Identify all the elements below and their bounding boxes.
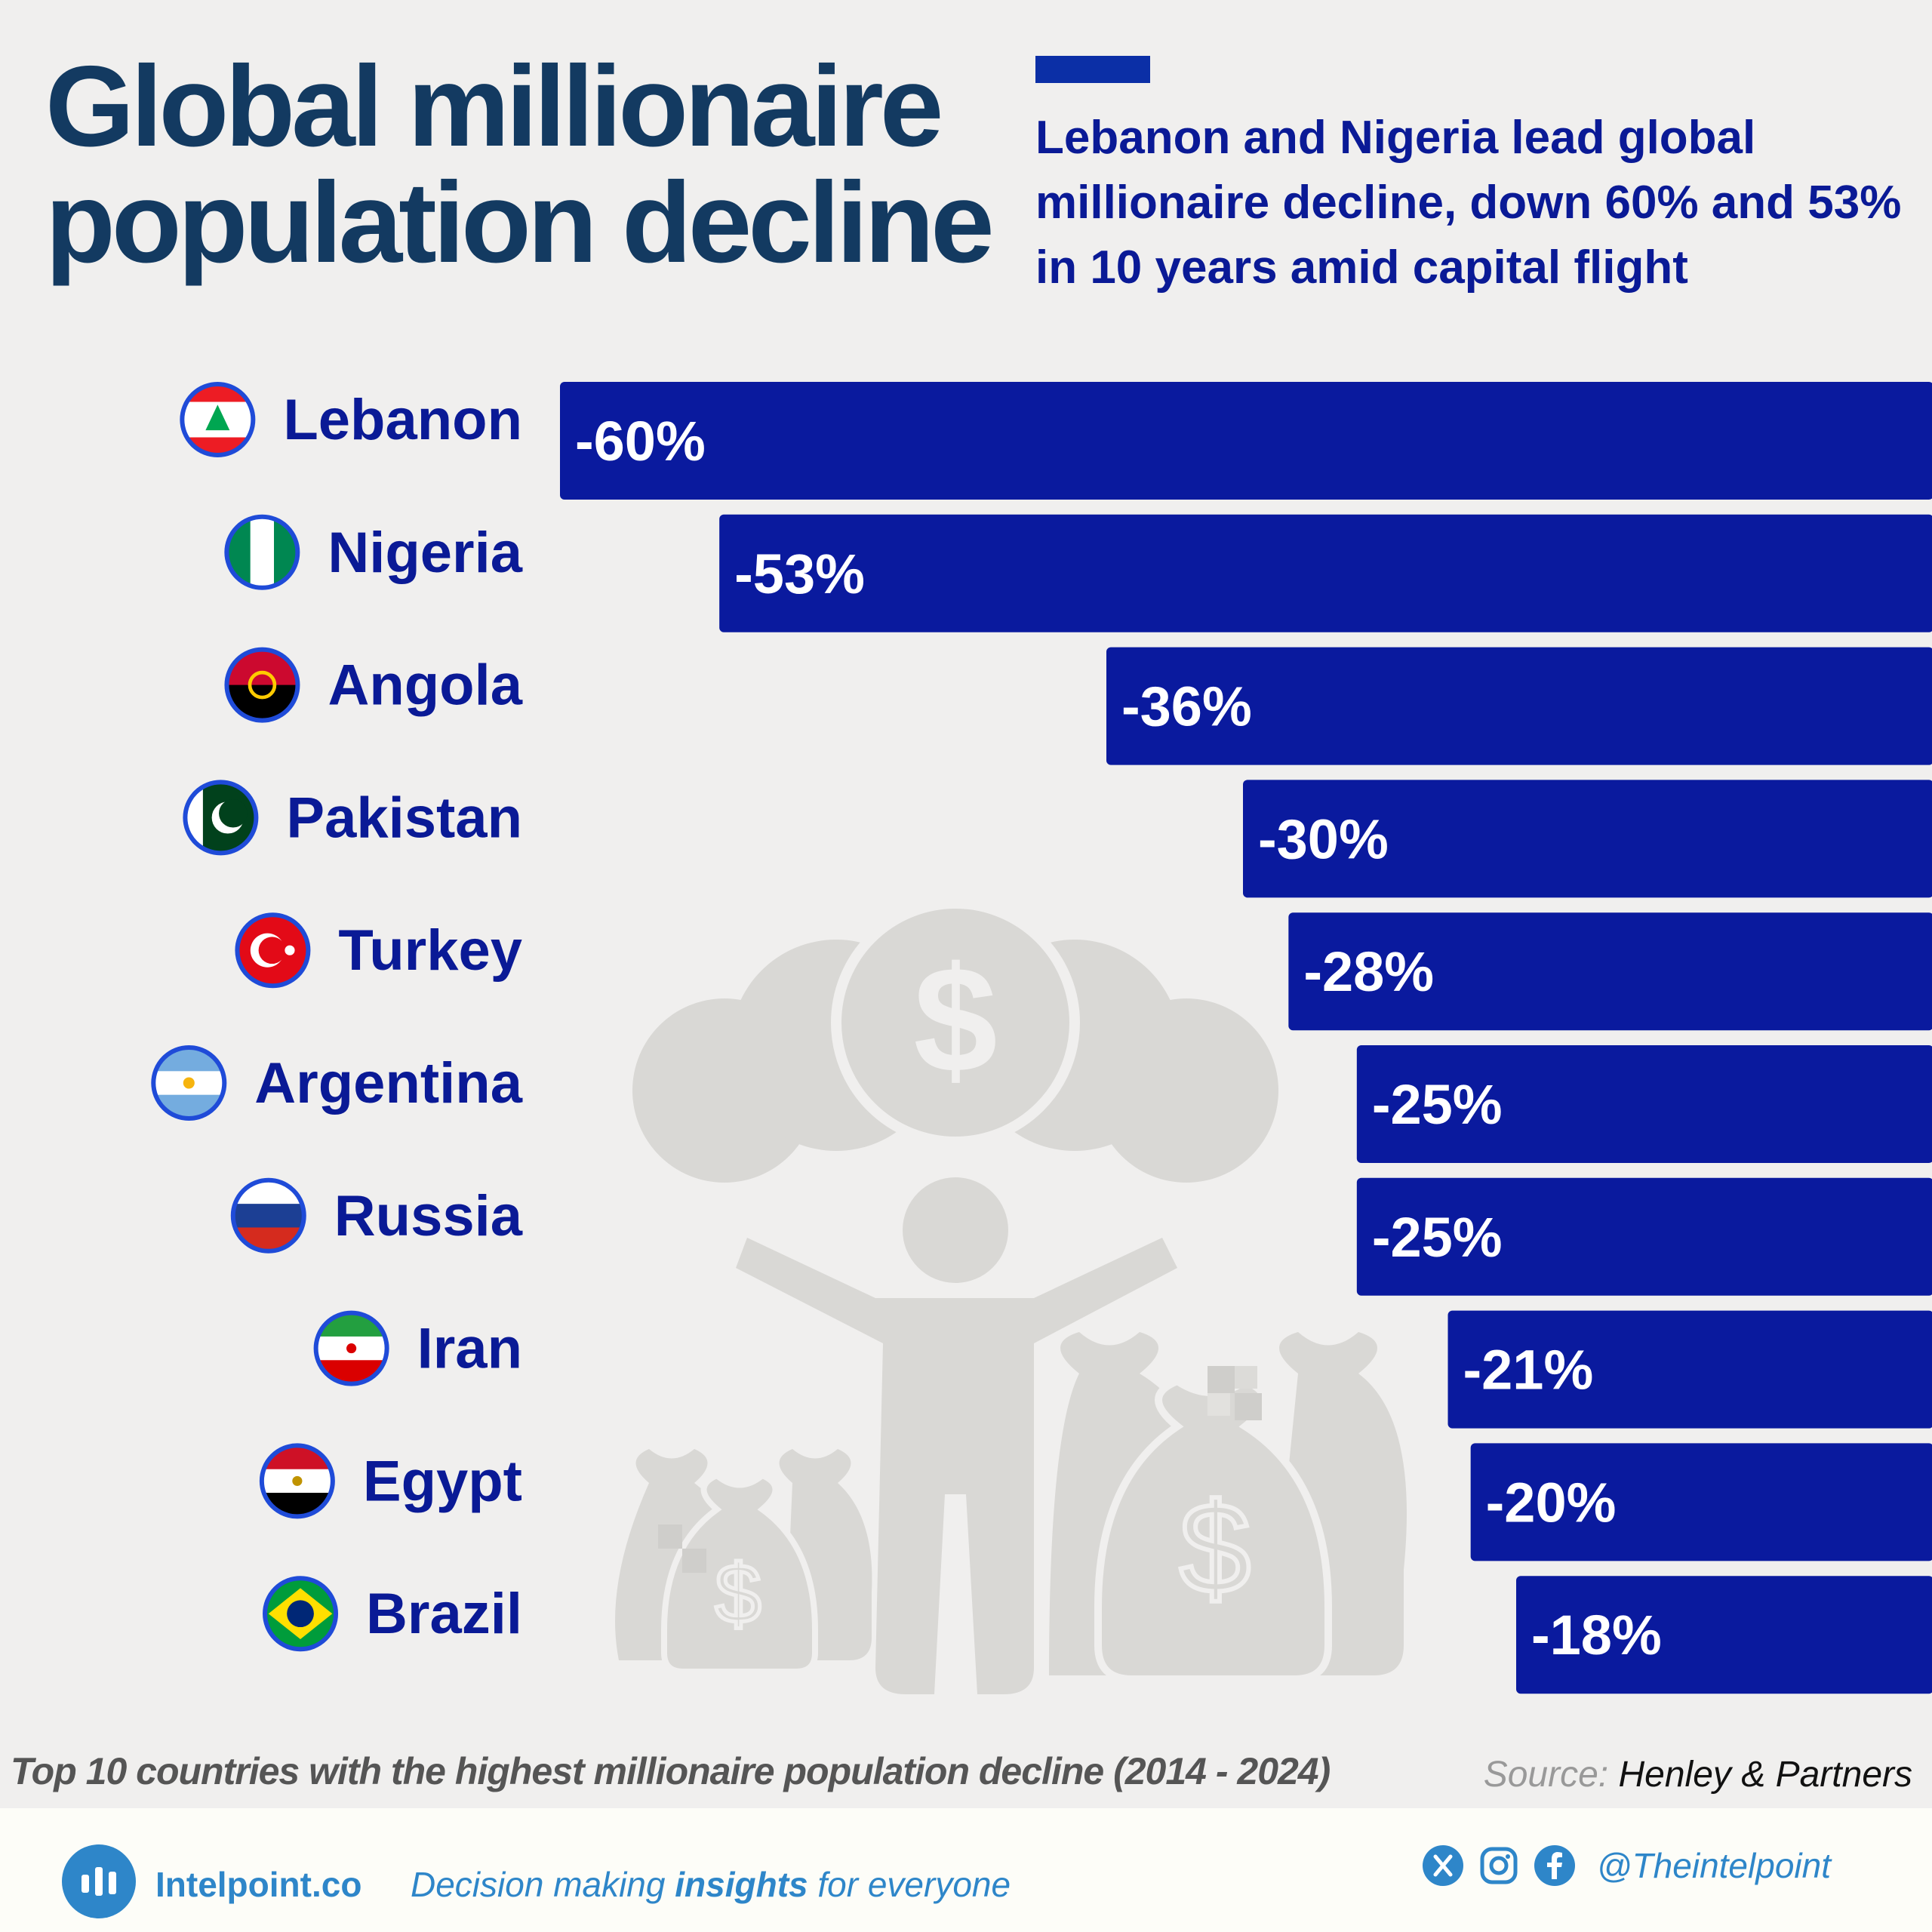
source-label: Source: [1483,1755,1609,1795]
brand-link[interactable]: Intelpoint.co [155,1865,362,1904]
bar-egypt [1470,1443,1932,1561]
instagram-icon[interactable] [1478,1844,1520,1887]
pakistan-flag-icon [183,780,259,856]
country-label-egypt: Egypt [363,1449,522,1513]
bar-value-label: -20% [1486,1471,1617,1534]
tagline-bold: insights [675,1865,808,1904]
egypt-flag-icon [259,1443,335,1519]
country-label-brazil: Brazil [366,1582,522,1646]
page-title: Global millionaire population decline [45,42,995,287]
country-label-lebanon: Lebanon [283,388,522,452]
bar-value-label: -28% [1303,940,1434,1003]
bar-value-label: -30% [1258,808,1389,870]
subtitle: Lebanon and Nigeria lead global milliona… [1035,112,1902,294]
country-label-argentina: Argentina [254,1051,522,1115]
money-illustration-icon: $ $ $ [615,898,1407,1694]
source-value: Henley & Partners [1618,1755,1912,1795]
facebook-icon[interactable] [1534,1844,1576,1887]
bar-value-label: -60% [575,410,706,472]
country-label-pakistan: Pakistan [286,786,522,850]
country-label-angola: Angola [328,654,522,718]
svg-text:$: $ [715,1548,761,1641]
bar-value-label: -21% [1463,1339,1594,1401]
social-links: @Theintelpoint [1422,1844,1831,1887]
bar-value-label: -18% [1531,1604,1662,1666]
tagline-post: for everyone [808,1865,1011,1904]
country-label-nigeria: Nigeria [328,521,522,585]
angola-flag-icon [224,647,300,723]
argentina-flag-icon [151,1045,227,1121]
bar-value-label: -53% [734,543,865,605]
tagline: Decision making insights for everyone [411,1864,1011,1905]
accent-bar [1035,56,1150,83]
country-label-iran: Iran [417,1317,522,1381]
country-label-turkey: Turkey [338,918,522,983]
x-icon[interactable] [1422,1844,1464,1887]
lebanon-flag-icon [180,382,256,457]
social-handle[interactable]: @Theintelpoint [1596,1846,1831,1885]
russia-flag-icon [230,1177,306,1254]
bar-lebanon [560,382,1932,500]
intelpoint-logo-icon [62,1844,136,1918]
svg-text:$: $ [913,936,997,1104]
bar-value-label: -36% [1121,675,1252,738]
bar-value-label: -25% [1372,1206,1503,1269]
footer: Intelpoint.co Decision making insights f… [0,1808,1932,1932]
country-label-russia: Russia [334,1184,523,1248]
bar-iran [1447,1310,1932,1429]
iran-flag-icon [313,1310,389,1386]
source-note: Source: Henley & Partners [1484,1754,1912,1795]
tagline-pre: Decision making [411,1865,675,1904]
brazil-flag-icon [263,1576,339,1652]
bar-russia [1356,1177,1932,1296]
bar-argentina [1356,1045,1932,1163]
nigeria-flag-icon [224,514,300,590]
bar-nigeria [719,514,1932,632]
chart-caption: Top 10 countries with the highest millio… [11,1750,1331,1792]
bar-brazil [1516,1576,1932,1694]
svg-text:$: $ [1180,1477,1251,1620]
turkey-flag-icon [235,912,311,989]
bar-value-label: -25% [1372,1073,1503,1136]
bar-pakistan [1243,780,1932,898]
bar-angola [1106,647,1932,765]
bar-turkey [1288,912,1932,1031]
